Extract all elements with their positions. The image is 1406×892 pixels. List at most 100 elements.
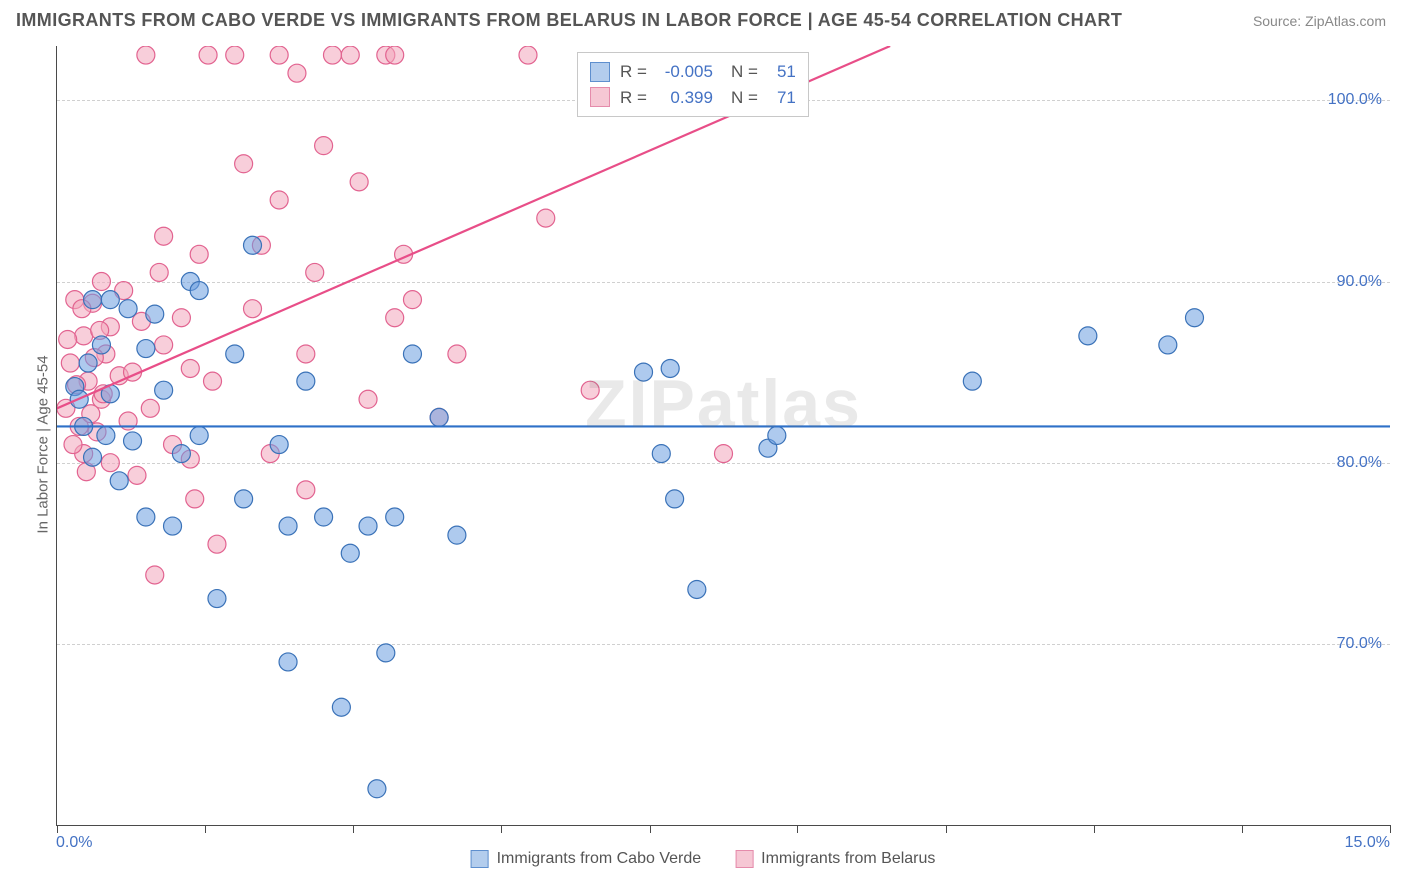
point-belarus[interactable]: [341, 46, 359, 64]
point-belarus[interactable]: [150, 263, 168, 281]
point-belarus[interactable]: [155, 227, 173, 245]
point-cabo-verde[interactable]: [1159, 336, 1177, 354]
point-belarus[interactable]: [190, 245, 208, 263]
point-cabo-verde[interactable]: [332, 698, 350, 716]
point-belarus[interactable]: [306, 263, 324, 281]
point-cabo-verde[interactable]: [635, 363, 653, 381]
point-cabo-verde[interactable]: [137, 340, 155, 358]
point-belarus[interactable]: [395, 245, 413, 263]
point-belarus[interactable]: [386, 46, 404, 64]
point-cabo-verde[interactable]: [97, 427, 115, 445]
point-belarus[interactable]: [315, 137, 333, 155]
point-cabo-verde[interactable]: [75, 417, 93, 435]
point-cabo-verde[interactable]: [688, 580, 706, 598]
point-cabo-verde[interactable]: [359, 517, 377, 535]
point-belarus[interactable]: [101, 454, 119, 472]
legend-label: Immigrants from Belarus: [761, 850, 935, 868]
point-belarus[interactable]: [128, 466, 146, 484]
point-cabo-verde[interactable]: [448, 526, 466, 544]
point-belarus[interactable]: [59, 330, 77, 348]
point-belarus[interactable]: [297, 345, 315, 363]
point-belarus[interactable]: [61, 354, 79, 372]
point-belarus[interactable]: [537, 209, 555, 227]
point-cabo-verde[interactable]: [386, 508, 404, 526]
point-belarus[interactable]: [297, 481, 315, 499]
point-cabo-verde[interactable]: [235, 490, 253, 508]
point-belarus[interactable]: [359, 390, 377, 408]
point-cabo-verde[interactable]: [190, 427, 208, 445]
point-belarus[interactable]: [581, 381, 599, 399]
point-cabo-verde[interactable]: [146, 305, 164, 323]
point-cabo-verde[interactable]: [244, 236, 262, 254]
x-tick: [797, 825, 798, 833]
watermark: ZIPatlas: [585, 365, 862, 443]
point-belarus[interactable]: [137, 46, 155, 64]
point-belarus[interactable]: [172, 309, 190, 327]
point-belarus[interactable]: [403, 291, 421, 309]
point-belarus[interactable]: [199, 46, 217, 64]
point-cabo-verde[interactable]: [652, 445, 670, 463]
point-cabo-verde[interactable]: [101, 385, 119, 403]
point-cabo-verde[interactable]: [341, 544, 359, 562]
point-belarus[interactable]: [244, 300, 262, 318]
point-belarus[interactable]: [270, 191, 288, 209]
point-belarus[interactable]: [75, 327, 93, 345]
point-belarus[interactable]: [186, 490, 204, 508]
point-belarus[interactable]: [288, 64, 306, 82]
point-cabo-verde[interactable]: [430, 408, 448, 426]
point-cabo-verde[interactable]: [1185, 309, 1203, 327]
page-title: IMMIGRANTS FROM CABO VERDE VS IMMIGRANTS…: [16, 10, 1122, 31]
point-belarus[interactable]: [208, 535, 226, 553]
point-belarus[interactable]: [270, 46, 288, 64]
point-cabo-verde[interactable]: [70, 390, 88, 408]
point-cabo-verde[interactable]: [119, 300, 137, 318]
point-cabo-verde[interactable]: [403, 345, 421, 363]
point-belarus[interactable]: [350, 173, 368, 191]
stat-n-value: 51: [768, 59, 796, 85]
point-cabo-verde[interactable]: [1079, 327, 1097, 345]
point-belarus[interactable]: [119, 412, 137, 430]
point-belarus[interactable]: [92, 273, 110, 291]
stats-swatch: [590, 87, 610, 107]
point-cabo-verde[interactable]: [768, 427, 786, 445]
point-belarus[interactable]: [386, 309, 404, 327]
point-cabo-verde[interactable]: [84, 448, 102, 466]
point-belarus[interactable]: [181, 359, 199, 377]
point-belarus[interactable]: [155, 336, 173, 354]
point-cabo-verde[interactable]: [279, 517, 297, 535]
point-belarus[interactable]: [204, 372, 222, 390]
plot-area: ZIPatlas In Labor Force | Age 45-54 R =-…: [56, 46, 1390, 826]
point-cabo-verde[interactable]: [963, 372, 981, 390]
point-cabo-verde[interactable]: [190, 282, 208, 300]
point-belarus[interactable]: [519, 46, 537, 64]
point-cabo-verde[interactable]: [368, 780, 386, 798]
point-cabo-verde[interactable]: [79, 354, 97, 372]
point-cabo-verde[interactable]: [92, 336, 110, 354]
point-cabo-verde[interactable]: [164, 517, 182, 535]
point-cabo-verde[interactable]: [661, 359, 679, 377]
point-belarus[interactable]: [146, 566, 164, 584]
point-belarus[interactable]: [448, 345, 466, 363]
point-cabo-verde[interactable]: [137, 508, 155, 526]
point-belarus[interactable]: [124, 363, 142, 381]
point-cabo-verde[interactable]: [315, 508, 333, 526]
point-cabo-verde[interactable]: [279, 653, 297, 671]
point-belarus[interactable]: [64, 436, 82, 454]
point-cabo-verde[interactable]: [377, 644, 395, 662]
point-belarus[interactable]: [141, 399, 159, 417]
point-cabo-verde[interactable]: [172, 445, 190, 463]
point-belarus[interactable]: [323, 46, 341, 64]
point-cabo-verde[interactable]: [270, 436, 288, 454]
point-cabo-verde[interactable]: [208, 590, 226, 608]
point-cabo-verde[interactable]: [226, 345, 244, 363]
point-cabo-verde[interactable]: [155, 381, 173, 399]
point-cabo-verde[interactable]: [666, 490, 684, 508]
point-cabo-verde[interactable]: [101, 291, 119, 309]
point-cabo-verde[interactable]: [124, 432, 142, 450]
point-belarus[interactable]: [235, 155, 253, 173]
point-belarus[interactable]: [226, 46, 244, 64]
point-cabo-verde[interactable]: [297, 372, 315, 390]
point-belarus[interactable]: [715, 445, 733, 463]
point-cabo-verde[interactable]: [110, 472, 128, 490]
point-cabo-verde[interactable]: [84, 291, 102, 309]
